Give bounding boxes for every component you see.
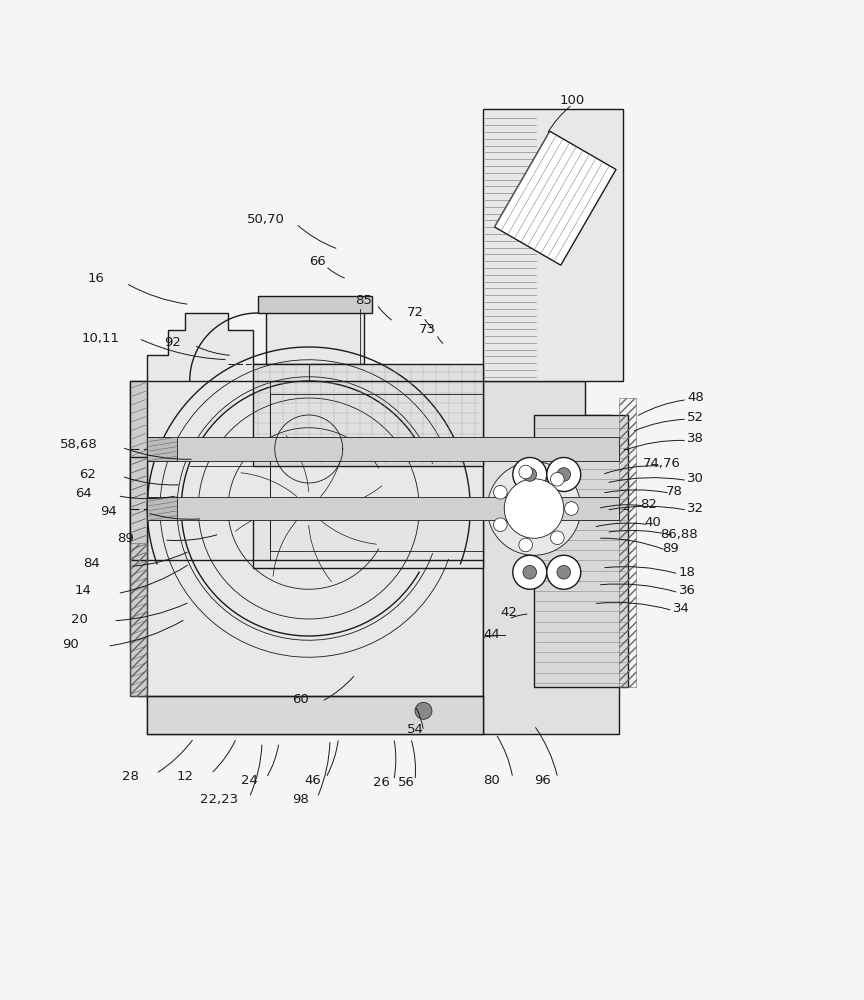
Circle shape [557,468,570,481]
Circle shape [519,538,532,552]
Text: 89: 89 [662,542,678,555]
Text: 20: 20 [71,613,87,626]
Text: 94: 94 [100,505,118,518]
Circle shape [512,457,547,491]
Text: 85: 85 [356,294,372,307]
PathPatch shape [483,381,619,734]
Text: 44: 44 [483,628,500,641]
Circle shape [505,479,564,538]
Text: 42: 42 [500,606,517,619]
Text: 73: 73 [419,323,436,336]
Text: 80: 80 [483,774,500,787]
Circle shape [523,565,537,579]
Bar [130,543,147,696]
Text: 40: 40 [645,516,662,529]
Text: 38: 38 [687,432,704,445]
Text: 16: 16 [88,272,105,285]
Bar [483,109,623,381]
Polygon shape [494,131,616,265]
Circle shape [493,485,507,499]
Bar [266,309,364,364]
Text: 30: 30 [687,472,704,485]
Text: 98: 98 [292,793,308,806]
Text: 12: 12 [177,770,194,783]
Circle shape [557,565,570,579]
Text: 58,68: 58,68 [60,438,98,451]
Circle shape [547,555,581,589]
Bar [619,398,636,687]
Text: 56: 56 [398,776,415,789]
Text: 28: 28 [122,770,138,783]
Circle shape [512,555,547,589]
Text: 32: 32 [687,502,704,515]
Text: 10,11: 10,11 [81,332,119,345]
Text: 89: 89 [118,532,134,545]
Circle shape [523,468,537,481]
Circle shape [550,472,564,486]
Text: 74,76: 74,76 [643,457,681,470]
Text: 84: 84 [84,557,100,570]
Text: 22,23: 22,23 [200,793,238,806]
Text: 64: 64 [75,487,92,500]
Circle shape [547,457,581,491]
Bar [147,497,177,520]
Text: 18: 18 [678,566,696,579]
Text: 60: 60 [292,693,308,706]
Bar [147,696,483,734]
Bar [130,381,147,696]
Text: 72: 72 [406,306,423,319]
Circle shape [550,531,564,545]
Text: 34: 34 [673,602,689,615]
Text: 78: 78 [666,485,683,498]
Bar [147,437,619,461]
Text: 86,88: 86,88 [660,528,697,541]
Text: 36: 36 [678,584,696,597]
PathPatch shape [130,313,483,734]
Text: 24: 24 [241,774,257,787]
Bar [270,394,483,551]
Text: 100: 100 [560,94,585,107]
Circle shape [493,518,507,532]
Text: 48: 48 [687,391,704,404]
Bar [534,415,627,687]
Bar [147,497,619,520]
Bar [257,296,372,313]
Text: 62: 62 [79,468,96,481]
Text: 90: 90 [62,638,79,651]
Circle shape [487,462,581,555]
Text: 46: 46 [305,774,321,787]
Text: 50,70: 50,70 [247,213,285,226]
Circle shape [519,465,532,479]
Bar [253,364,483,466]
Text: 14: 14 [75,584,92,597]
Text: 26: 26 [372,776,390,789]
Text: 54: 54 [407,723,423,736]
Text: 52: 52 [687,411,704,424]
Text: 82: 82 [640,498,658,511]
Circle shape [564,502,578,515]
Circle shape [415,702,432,719]
Bar [253,509,483,568]
Bar [147,437,177,461]
Text: 96: 96 [534,774,551,787]
Text: 92: 92 [164,336,181,349]
Bar [130,457,147,560]
Text: 66: 66 [308,255,326,268]
